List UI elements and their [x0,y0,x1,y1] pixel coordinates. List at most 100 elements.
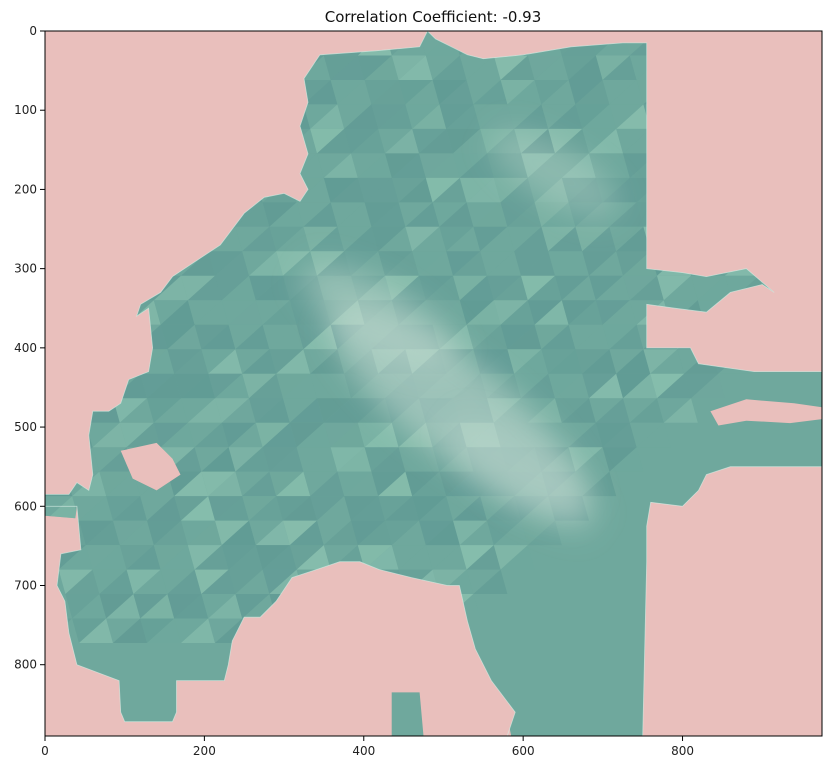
mesh-cell [378,104,413,129]
mesh-cell [602,447,637,472]
mesh-cell [85,545,120,570]
mesh-cell [330,55,365,80]
mesh-cell [228,569,263,594]
mesh-cell [276,349,311,374]
mesh-cell [459,177,494,203]
mesh-cell [45,496,79,521]
mesh-cell [378,0,412,7]
mesh-cell [289,422,324,448]
mesh-cell [548,104,583,129]
mesh-cell [317,373,351,399]
mesh-cell [609,324,644,350]
mesh-cell [364,177,399,203]
mesh-cell [813,0,831,7]
mesh-cell [378,128,413,154]
mesh-cell [609,202,644,227]
mesh-cell [276,373,311,399]
mesh-cell [616,0,650,7]
mesh-cell [228,300,263,325]
mesh-cell [11,129,45,154]
mesh-cell [228,324,263,350]
mesh-cell [752,0,786,7]
mesh-cell [371,80,406,105]
mesh-cell [262,447,297,472]
mesh-cell [242,251,277,276]
mesh-cell [72,618,107,643]
mesh-cell [99,594,134,619]
mesh-cell [473,324,508,350]
mesh-cell [364,55,399,80]
mesh-cell [153,398,188,423]
mesh-cell [371,471,406,497]
mesh-cell [697,275,732,301]
mesh-cell [568,300,603,325]
mesh-cell [691,7,725,32]
mesh-cell [527,55,562,80]
mesh-cell [459,275,494,301]
mesh-cell [493,177,528,203]
mesh-cell [391,177,426,203]
mesh-cell [595,398,630,423]
mesh-cell [194,545,229,570]
hotspot [302,264,458,368]
mesh-cell [507,226,542,252]
mesh-cell [378,226,413,252]
mesh-cell [330,202,365,227]
mesh-cell [201,349,236,374]
mesh-cell [602,324,637,350]
mesh-cell [215,7,249,32]
mesh-cell [303,324,338,350]
mesh-cell [718,7,752,32]
mesh-cell [561,300,596,325]
y-tick-label: 300 [14,262,37,276]
mesh-cell [296,202,331,227]
mesh-cell [636,422,671,448]
mesh-cell [677,0,711,7]
mesh-cell [208,349,243,374]
mesh-cell [208,0,242,7]
mesh-cell [595,55,630,80]
mesh-cell [793,7,827,32]
mesh-cell [153,422,188,448]
mesh-cell [405,226,440,252]
mesh-cell [453,128,487,154]
mesh-cell [106,471,141,497]
mesh-cell [289,520,324,546]
mesh-cell [153,520,188,546]
mesh-cell [650,0,684,7]
mesh-cell [215,373,249,399]
y-tick-label: 600 [14,499,37,513]
mesh-cell [249,520,283,546]
mesh-cell [262,569,297,594]
mesh-cell [0,619,11,644]
mesh-cell [310,471,345,497]
mesh-cell [174,496,209,521]
mesh-cell [487,251,521,276]
mesh-cell [473,80,508,105]
mesh-cell [555,373,589,399]
mesh-cell [548,0,582,7]
mesh-cell [276,0,310,7]
mesh-cell [595,300,630,325]
mesh-cell [303,226,338,252]
mesh-cell [140,594,175,619]
mesh-cell [745,0,779,7]
mesh-cell [507,324,542,350]
mesh-cell [167,447,202,472]
mesh-cell [0,0,31,7]
mesh-cell [629,398,664,423]
mesh-cell [187,398,222,423]
mesh-cell [310,373,345,399]
mesh-cell [446,0,480,7]
mesh-cell [106,618,141,643]
mesh-cell [500,55,535,80]
mesh-cell [521,373,555,399]
mesh-cell [201,0,235,7]
mesh-cell [548,373,583,399]
mesh-cell [759,7,793,32]
mesh-cell [0,472,31,497]
mesh-cell [650,373,685,399]
mesh-cell [181,398,215,423]
mesh-cell [432,300,467,325]
mesh-cell [208,496,243,521]
